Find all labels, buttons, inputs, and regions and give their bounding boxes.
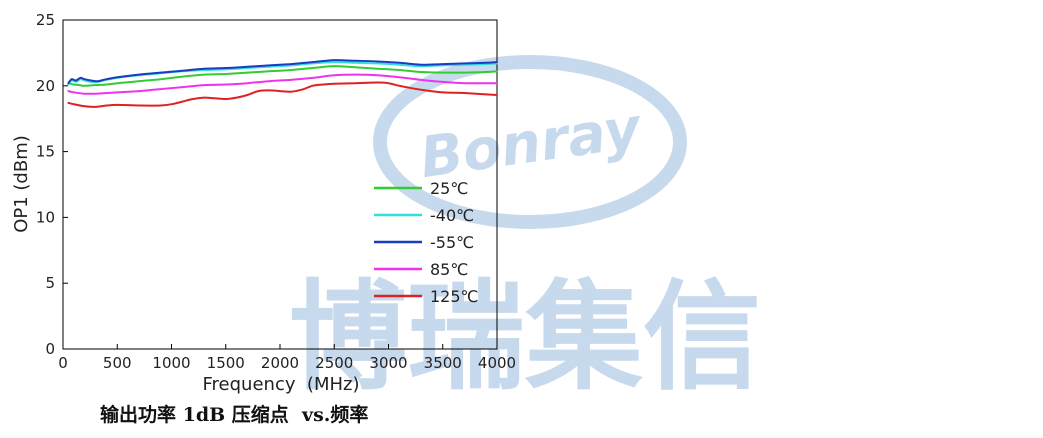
axis-ticks: 0 500 1000 1500 2000 2500 3000 3500 4000 0 5 10 15 20…	[36, 11, 516, 372]
y-tick-label: 0	[45, 340, 55, 358]
y-tick-label: 10	[36, 208, 55, 226]
y-tick-label: 25	[36, 11, 55, 29]
series-line-3	[67, 73, 498, 95]
series-layer	[67, 59, 498, 108]
legend-label: 125℃	[430, 287, 479, 306]
legend-label: 25℃	[430, 179, 468, 198]
x-tick-label: 3500	[424, 354, 462, 372]
x-tick-label: 3000	[369, 354, 407, 372]
watermark-ring	[373, 55, 687, 229]
series-line-4	[67, 81, 498, 108]
x-tick-label: 2500	[315, 354, 353, 372]
x-tick-label: 1500	[207, 354, 245, 372]
x-tick-label: 2000	[261, 354, 299, 372]
x-tick-label: 0	[58, 354, 68, 372]
x-axis-title: Frequency (MHz)	[203, 374, 360, 395]
legend-label: 85℃	[430, 260, 468, 279]
legend-label: -55℃	[430, 233, 474, 252]
figure-caption: 输出功率 1dB 压缩点 vs.频率	[100, 404, 369, 426]
x-tick-label: 500	[103, 354, 132, 372]
x-tick-label: 4000	[478, 354, 516, 372]
y-tick-label: 20	[36, 77, 55, 95]
x-tick-label: 1000	[152, 354, 190, 372]
series-line-2	[67, 59, 498, 85]
series-line-1	[67, 61, 498, 86]
watermark: Bonray 博瑞集信	[289, 55, 761, 406]
watermark-brand-latin: Bonray	[416, 96, 647, 192]
legend-label: -40℃	[430, 206, 474, 225]
y-axis-title: OP1 (dBm)	[11, 135, 32, 233]
watermark-brand-chinese: 博瑞集信	[289, 268, 761, 406]
y-tick-label: 15	[36, 143, 55, 161]
y-tick-label: 5	[45, 274, 55, 292]
series-line-0	[67, 65, 498, 87]
legend: 25℃ -40℃ -55℃ 85℃ 125℃	[374, 179, 479, 306]
